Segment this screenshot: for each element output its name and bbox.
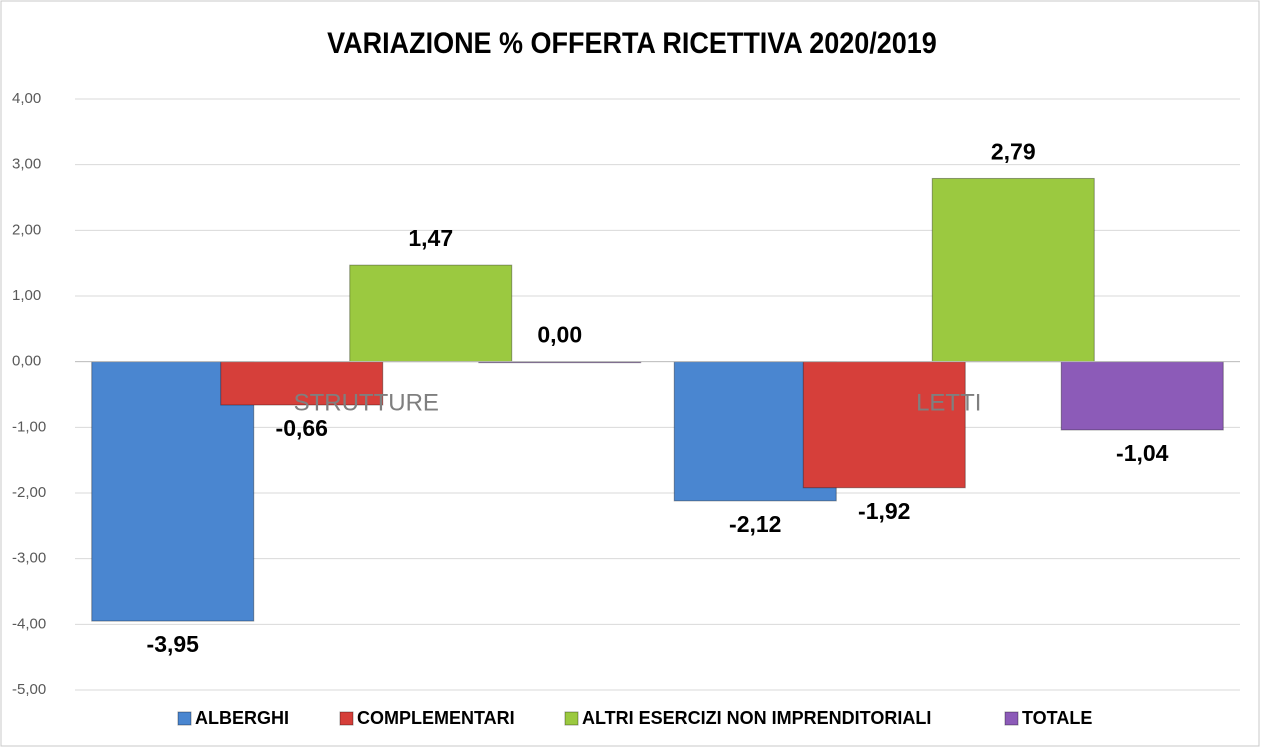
y-tick-label: 0,00: [12, 353, 41, 370]
value-label: -0,66: [276, 415, 328, 441]
legend-label: COMPLEMENTARI: [357, 708, 515, 728]
value-label: 2,79: [991, 139, 1036, 165]
x-tick-label: LETTI: [916, 389, 981, 416]
bar: [931, 177, 1095, 363]
legend-swatch: [177, 711, 192, 726]
y-tick-label: 4,00: [12, 90, 41, 107]
y-tick-label: -4,00: [12, 615, 46, 632]
value-label: -1,04: [1116, 440, 1169, 466]
legend-label: TOTALE: [1022, 708, 1092, 728]
bar: [220, 361, 384, 406]
y-tick-label: -1,00: [12, 418, 46, 435]
value-label: 0,00: [537, 322, 582, 348]
value-label: 1,47: [408, 225, 453, 251]
y-tick-label: 1,00: [12, 287, 41, 304]
x-tick-label: STRUTTURE: [294, 389, 439, 416]
value-label: -1,92: [858, 498, 910, 524]
bar: [1060, 361, 1224, 431]
legend-swatch: [1004, 711, 1019, 726]
bar: [349, 264, 513, 363]
value-label: -2,12: [729, 511, 781, 537]
y-tick-label: 3,00: [12, 156, 41, 173]
value-label: -3,95: [147, 631, 200, 657]
y-tick-label: 2,00: [12, 221, 41, 238]
legend-swatch: [339, 711, 354, 726]
y-tick-label: -2,00: [12, 484, 46, 501]
legend-label: ALBERGHI: [195, 708, 289, 728]
legend-label: ALTRI ESERCIZI NON IMPRENDITORIALI: [582, 708, 931, 728]
y-tick-label: -5,00: [12, 681, 46, 698]
chart-title: VARIAZIONE % OFFERTA RICETTIVA 2020/2019: [327, 27, 937, 61]
bar: [802, 361, 966, 489]
y-tick-label: -3,00: [12, 550, 46, 567]
legend-swatch: [564, 711, 579, 726]
